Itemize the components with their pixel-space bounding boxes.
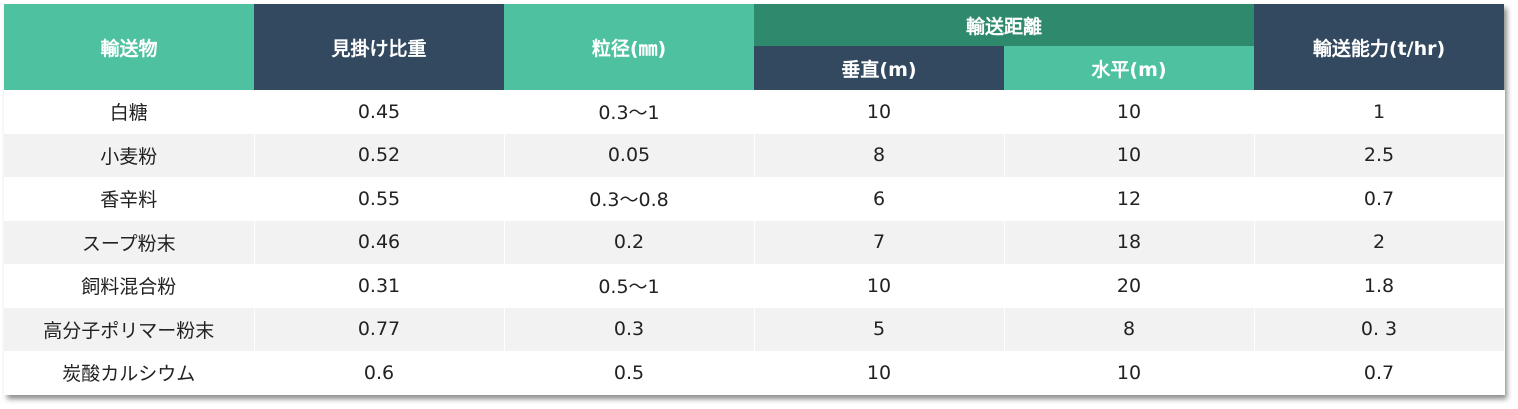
table-row: 炭酸カルシウム 0.6 0.5 10 10 0.7 — [4, 351, 1505, 395]
cell-particle-size: 0.5～1 — [504, 264, 755, 308]
table-row: 白糖 0.45 0.3～1 10 10 1 — [4, 90, 1505, 134]
cell-item: 飼料混合粉 — [4, 264, 255, 308]
table-row: スープ粉末 0.46 0.2 7 18 2 — [4, 220, 1505, 264]
cell-particle-size: 0.3～0.8 — [504, 177, 755, 221]
cell-vertical: 8 — [754, 133, 1005, 177]
header-item: 輸送物 — [4, 4, 254, 90]
cell-vertical: 10 — [754, 90, 1005, 134]
cell-horizontal: 12 — [1004, 177, 1255, 221]
cell-bulk-density: 0.52 — [254, 133, 505, 177]
table-header: 輸送物 見掛け比重 粒径(㎜) 輸送距離 輸送能力(t/hr) 垂直(m) 水平… — [4, 4, 1505, 90]
cell-capacity: 1.8 — [1254, 264, 1505, 308]
cell-particle-size: 0.3～1 — [504, 90, 755, 134]
header-distance: 輸送距離 — [754, 4, 1255, 46]
cell-horizontal: 18 — [1004, 220, 1255, 264]
cell-capacity: 1 — [1254, 90, 1505, 134]
table-row: 高分子ポリマー粉末 0.77 0.3 5 8 0. 3 — [4, 307, 1505, 351]
cell-bulk-density: 0.6 — [254, 351, 505, 395]
cell-bulk-density: 0.31 — [254, 264, 505, 308]
cell-capacity: 0.7 — [1254, 177, 1505, 221]
header-horizontal: 水平(m) — [1004, 46, 1255, 90]
cell-horizontal: 20 — [1004, 264, 1255, 308]
conveying-table: 輸送物 見掛け比重 粒径(㎜) 輸送距離 輸送能力(t/hr) 垂直(m) 水平… — [4, 4, 1505, 395]
cell-vertical: 6 — [754, 177, 1005, 221]
cell-item: 白糖 — [4, 90, 255, 134]
cell-horizontal: 8 — [1004, 307, 1255, 351]
cell-vertical: 5 — [754, 307, 1005, 351]
table-frame: 輸送物 見掛け比重 粒径(㎜) 輸送距離 輸送能力(t/hr) 垂直(m) 水平… — [4, 4, 1505, 395]
cell-capacity: 0.7 — [1254, 351, 1505, 395]
cell-vertical: 10 — [754, 264, 1005, 308]
cell-item: 高分子ポリマー粉末 — [4, 307, 255, 351]
cell-bulk-density: 0.55 — [254, 177, 505, 221]
cell-particle-size: 0.5 — [504, 351, 755, 395]
header-bulk-density: 見掛け比重 — [254, 4, 504, 90]
cell-particle-size: 0.05 — [504, 133, 755, 177]
cell-bulk-density: 0.77 — [254, 307, 505, 351]
cell-capacity: 0. 3 — [1254, 307, 1505, 351]
cell-horizontal: 10 — [1004, 133, 1255, 177]
cell-capacity: 2.5 — [1254, 133, 1505, 177]
header-vertical: 垂直(m) — [754, 46, 1004, 90]
header-capacity: 輸送能力(t/hr) — [1254, 4, 1505, 90]
cell-capacity: 2 — [1254, 220, 1505, 264]
cell-item: スープ粉末 — [4, 220, 255, 264]
cell-bulk-density: 0.46 — [254, 220, 505, 264]
table-body: 白糖 0.45 0.3～1 10 10 1 小麦粉 0.52 0.05 8 10… — [4, 90, 1505, 395]
table-row: 小麦粉 0.52 0.05 8 10 2.5 — [4, 133, 1505, 177]
table-row: 飼料混合粉 0.31 0.5～1 10 20 1.8 — [4, 264, 1505, 308]
cell-particle-size: 0.2 — [504, 220, 755, 264]
cell-horizontal: 10 — [1004, 90, 1255, 134]
cell-item: 小麦粉 — [4, 133, 255, 177]
cell-horizontal: 10 — [1004, 351, 1255, 395]
table-row: 香辛料 0.55 0.3～0.8 6 12 0.7 — [4, 177, 1505, 221]
cell-item: 香辛料 — [4, 177, 255, 221]
cell-particle-size: 0.3 — [504, 307, 755, 351]
cell-vertical: 10 — [754, 351, 1005, 395]
cell-item: 炭酸カルシウム — [4, 351, 255, 395]
header-particle-size: 粒径(㎜) — [504, 4, 754, 90]
cell-bulk-density: 0.45 — [254, 90, 505, 134]
cell-vertical: 7 — [754, 220, 1005, 264]
